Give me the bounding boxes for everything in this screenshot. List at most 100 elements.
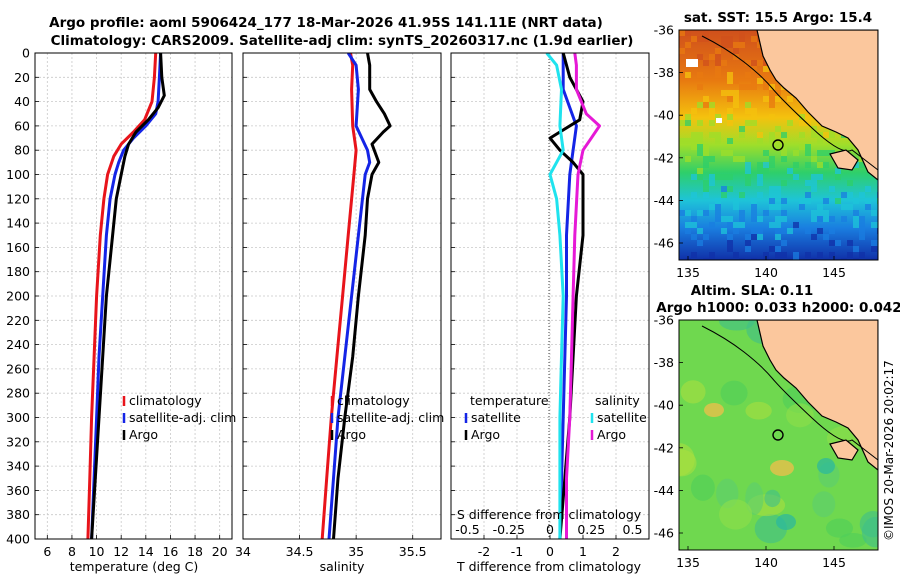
legend-temperature: temperature bbox=[470, 393, 549, 408]
depth-tick-label: 40 bbox=[14, 94, 30, 109]
x-tick-label: 34.5 bbox=[286, 544, 314, 559]
salinity-difference-label: S difference from climatology bbox=[457, 507, 642, 522]
depth-tick-label: 380 bbox=[6, 507, 30, 522]
depth-tick-label: 300 bbox=[6, 410, 30, 425]
x-tick-label: 35 bbox=[348, 544, 364, 559]
sst-missing-pixel bbox=[716, 118, 722, 123]
sst-tasmania bbox=[829, 149, 859, 171]
x-tick-label: 10 bbox=[89, 544, 105, 559]
legend-climatology: climatology bbox=[337, 393, 410, 408]
lat-tick-label: -38 bbox=[654, 355, 674, 370]
sla-argo-marker bbox=[772, 429, 784, 441]
sst-lat-axis: -36 -38 -40 -42 -44 -46 bbox=[654, 23, 683, 251]
sla-land bbox=[756, 320, 878, 471]
lon-tick-label: 145 bbox=[822, 555, 846, 570]
legend-satellite: satellite-adj. clim bbox=[337, 410, 444, 425]
series-line-salinity-argo bbox=[565, 53, 601, 539]
s-tick-label: 0.5 bbox=[623, 522, 643, 537]
legend-s-satellite: satellite bbox=[597, 410, 647, 425]
lat-tick-label: -38 bbox=[654, 65, 674, 80]
lat-tick-label: -40 bbox=[654, 398, 674, 413]
temperature-frame bbox=[34, 52, 233, 540]
x-tick-label: 2 bbox=[612, 544, 620, 559]
difference-legend-right: salinity satellite Argo bbox=[590, 393, 647, 442]
imos-credit: ©IMOS 20-Mar-2026 20:02:17 bbox=[882, 360, 896, 541]
x-tick-label: -2 bbox=[478, 544, 490, 559]
depth-tick-label: 400 bbox=[6, 532, 30, 547]
temperature-xlabel: temperature (deg C) bbox=[70, 559, 199, 574]
legend-t-argo: Argo bbox=[471, 427, 500, 442]
lat-tick-label: -42 bbox=[654, 150, 674, 165]
x-tick-label: 18 bbox=[187, 544, 203, 559]
x-tick-label: 16 bbox=[162, 544, 178, 559]
series-line-argo bbox=[332, 53, 392, 539]
x-tick-label: 1 bbox=[579, 544, 587, 559]
s-tick-label: 0 bbox=[546, 522, 554, 537]
sst-missing-pixel bbox=[686, 59, 698, 67]
lat-tick-label: -36 bbox=[654, 23, 674, 38]
lon-tick-label: 135 bbox=[676, 555, 700, 570]
sst-argo-marker bbox=[772, 139, 784, 151]
lat-tick-label: -44 bbox=[654, 193, 674, 208]
lon-tick-label: 140 bbox=[754, 265, 778, 280]
lon-tick-label: 140 bbox=[754, 555, 778, 570]
x-tick-label: -1 bbox=[511, 544, 523, 559]
difference-legend-left: temperature satellite Argo bbox=[464, 393, 549, 442]
title-line-2: Climatology: CARS2009. Satellite-adj cli… bbox=[51, 33, 634, 49]
sst-map-title: sat. SST: 15.5 Argo: 15.4 bbox=[684, 10, 872, 26]
s-tick-label: -0.25 bbox=[493, 522, 525, 537]
x-tick-label: 14 bbox=[138, 544, 154, 559]
lat-tick-label: -46 bbox=[654, 236, 674, 251]
depth-tick-label: 20 bbox=[14, 70, 30, 85]
difference-frame bbox=[450, 52, 650, 540]
sla-lon-axis: 135 140 145 bbox=[676, 546, 846, 570]
sla-isobath bbox=[701, 325, 878, 461]
x-tick-label: 20 bbox=[212, 544, 228, 559]
sst-lon-axis: 135 140 145 bbox=[676, 256, 846, 280]
series-line-temperature-satellite bbox=[558, 53, 578, 539]
s-tick-label: 0.25 bbox=[577, 522, 605, 537]
depth-tick-label: 320 bbox=[6, 434, 30, 449]
sst-isobath bbox=[701, 35, 878, 171]
lat-tick-label: -40 bbox=[654, 108, 674, 123]
x-tick-label: 34 bbox=[235, 544, 251, 559]
depth-tick-label: 80 bbox=[14, 143, 30, 158]
depth-tick-label: 140 bbox=[6, 216, 30, 231]
depth-tick-label: 260 bbox=[6, 361, 30, 376]
legend-t-satellite: satellite bbox=[471, 410, 521, 425]
s-tick-label: -0.5 bbox=[455, 522, 479, 537]
lat-tick-label: -36 bbox=[654, 313, 674, 328]
title-line-1: Argo profile: aoml 5906424_177 18-Mar-20… bbox=[49, 15, 603, 31]
x-tick-label: 8 bbox=[68, 544, 76, 559]
x-tick-label: 6 bbox=[43, 544, 51, 559]
sla-map-title-1: Altim. SLA: 0.11 bbox=[691, 283, 813, 299]
depth-tick-label: 360 bbox=[6, 483, 30, 498]
legend-satellite: satellite-adj. clim bbox=[129, 410, 236, 425]
sst-map-frame bbox=[678, 29, 879, 261]
difference-xlabel: T difference from climatology bbox=[456, 559, 642, 574]
depth-tick-label: 0 bbox=[22, 46, 30, 61]
series-line-argo bbox=[90, 53, 166, 539]
sla-lat-axis: -36 -38 -40 -42 -44 -46 bbox=[654, 313, 683, 541]
depth-tick-label: 340 bbox=[6, 459, 30, 474]
salinity-difference-axis: -0.5 -0.25 0 0.25 0.5 bbox=[455, 522, 642, 537]
depth-tick-label: 120 bbox=[6, 191, 30, 206]
difference-x-axis: -2 -1 0 1 2 bbox=[478, 544, 620, 559]
legend-s-argo: Argo bbox=[597, 427, 626, 442]
x-tick-label: 12 bbox=[113, 544, 129, 559]
lon-tick-label: 135 bbox=[676, 265, 700, 280]
depth-tick-label: 240 bbox=[6, 337, 30, 352]
sst-map bbox=[679, 30, 878, 260]
series-line-temperature-argo bbox=[548, 53, 585, 539]
depth-axis: 0 20 40 60 80 100 120 140 160 180 200 220 240 260 280 3… bbox=[6, 46, 30, 547]
depth-tick-label: 220 bbox=[6, 313, 30, 328]
temperature-series bbox=[86, 53, 166, 539]
sla-map-frame bbox=[678, 319, 879, 551]
sla-tasmania bbox=[829, 439, 859, 461]
temperature-grid bbox=[35, 52, 232, 540]
salinity-xlabel: salinity bbox=[320, 559, 365, 574]
legend-argo: Argo bbox=[337, 427, 366, 442]
depth-tick-label: 280 bbox=[6, 386, 30, 401]
series-line-satellite-adj.-clim bbox=[327, 53, 372, 539]
salinity-frame bbox=[242, 52, 442, 540]
